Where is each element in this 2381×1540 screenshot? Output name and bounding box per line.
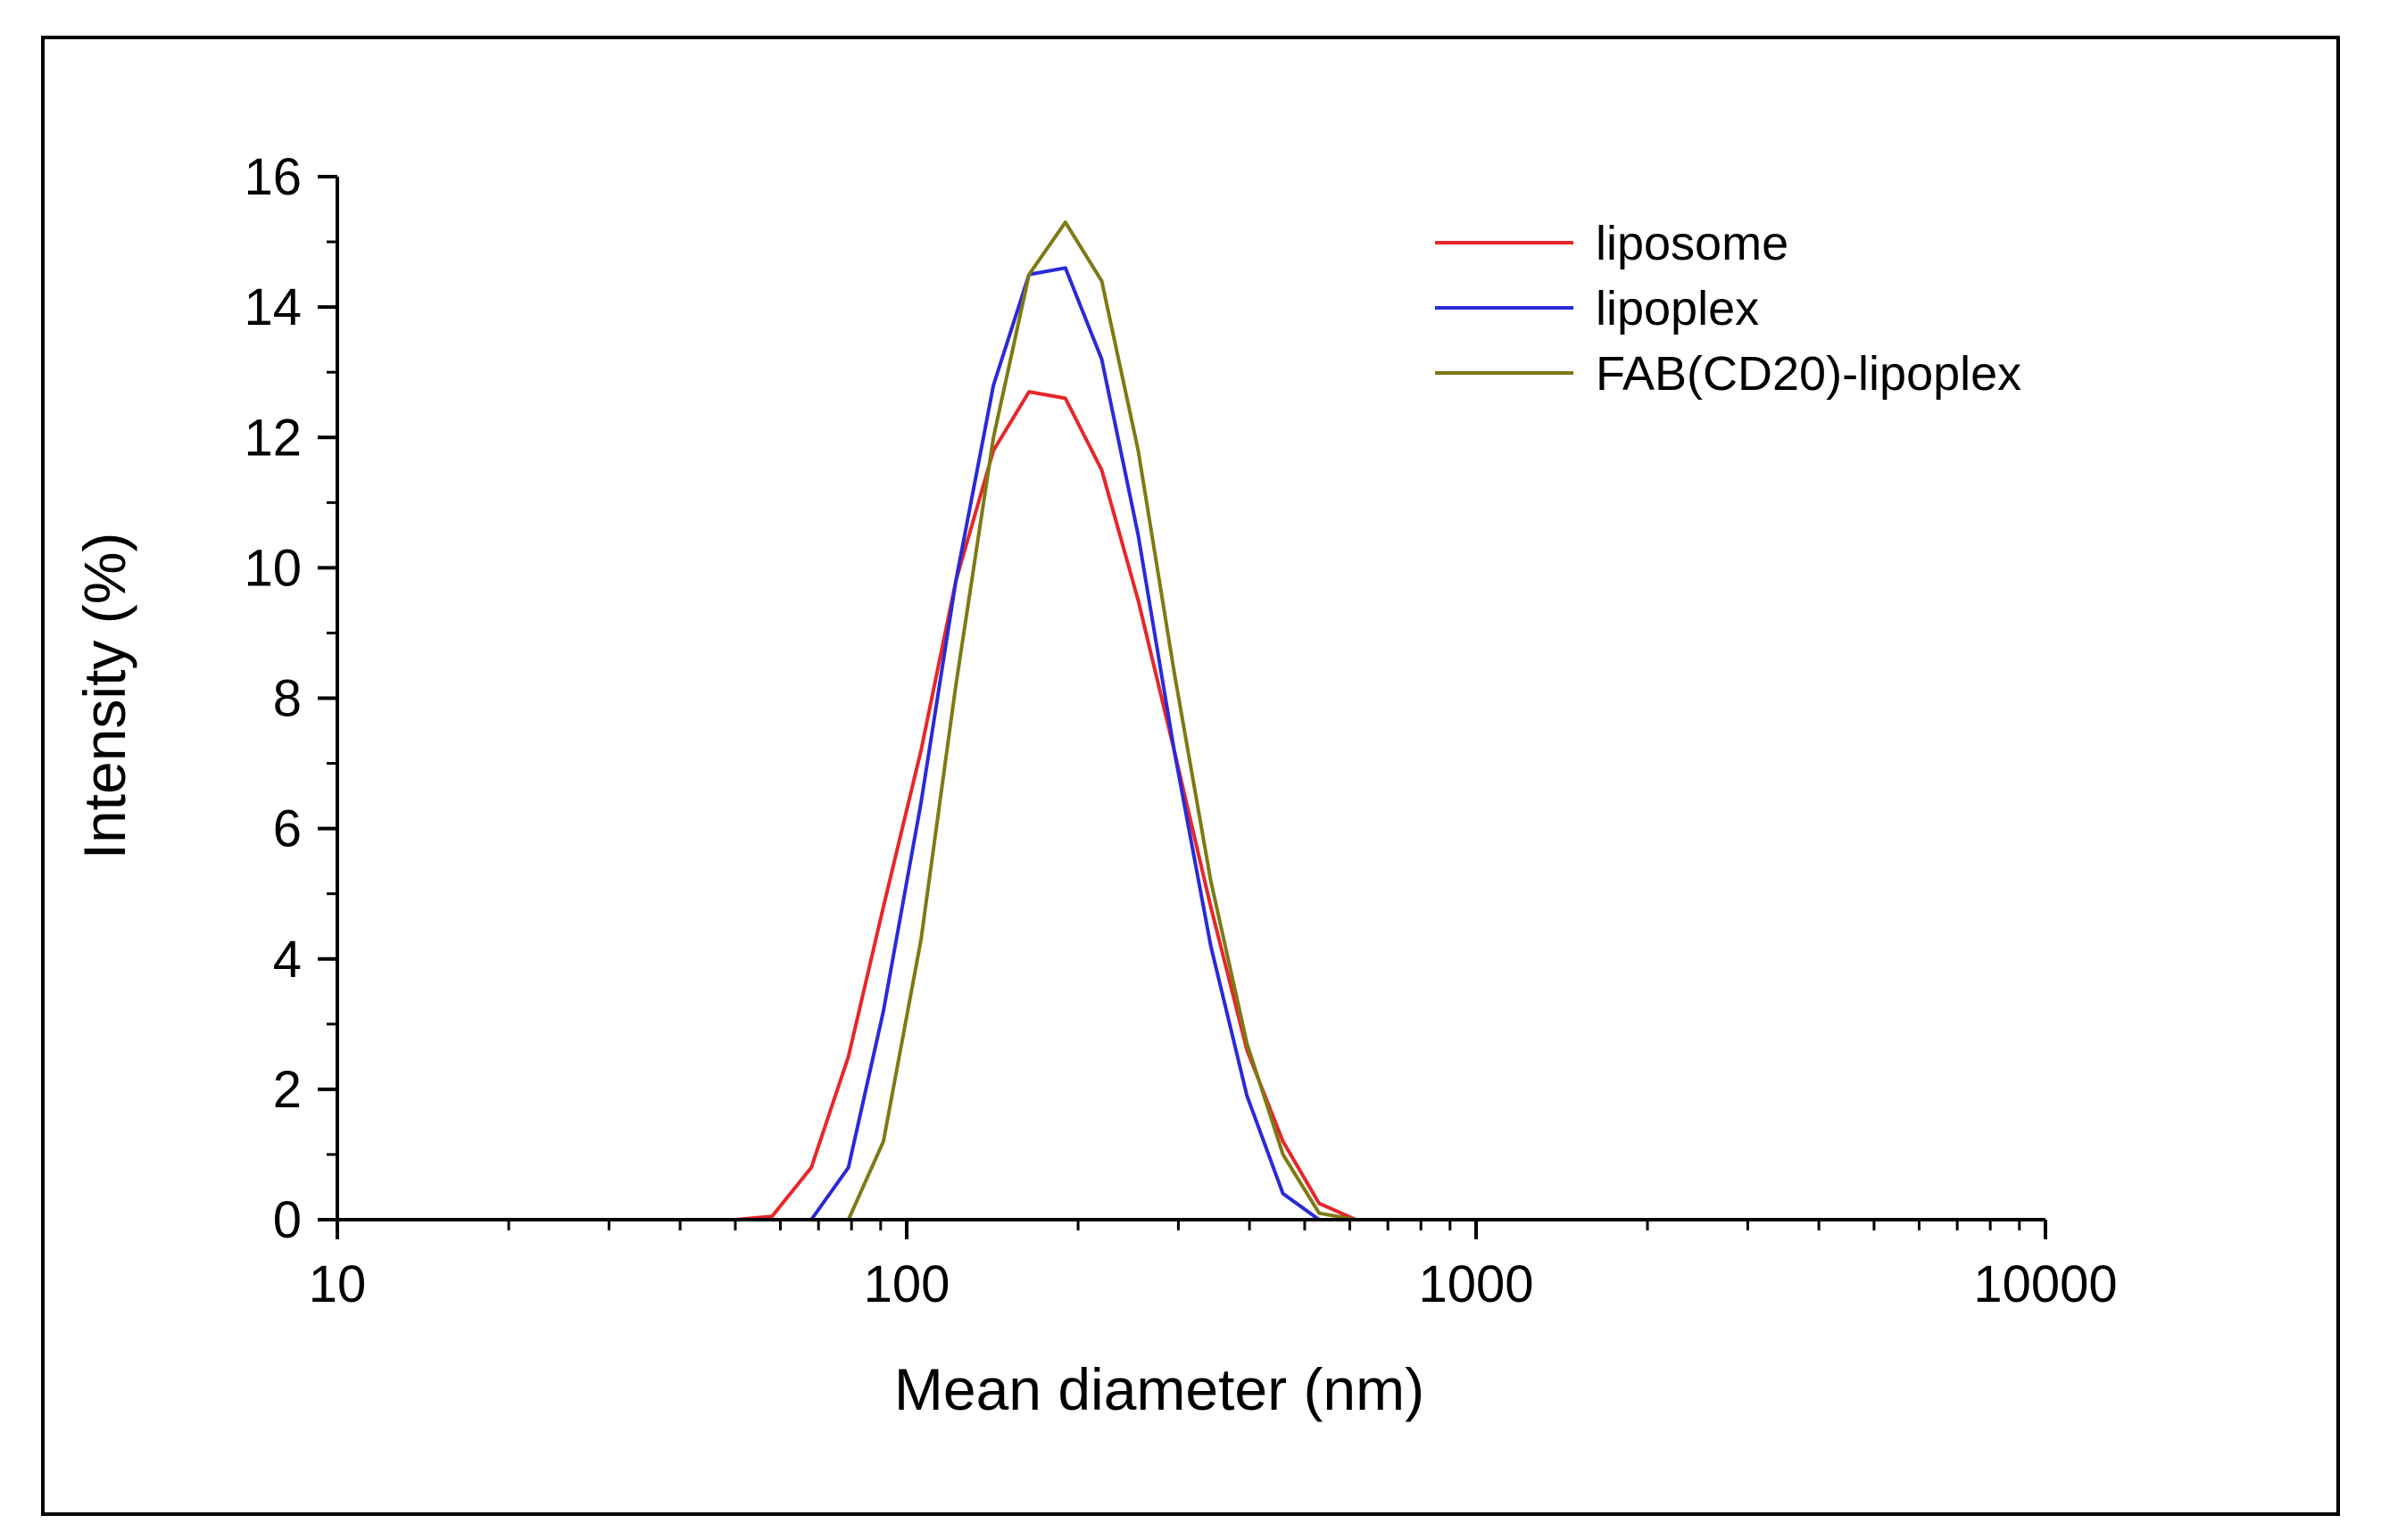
y-tick-label: 0: [273, 1191, 302, 1249]
x-axis-title: Mean diameter (nm): [894, 1356, 1424, 1422]
y-tick-label: 4: [273, 931, 302, 989]
y-axis-title: Intensity (%): [71, 533, 137, 860]
x-tick-label: 1000: [1418, 1255, 1533, 1313]
figure-border: [41, 36, 2340, 1516]
series-line-liposome: [337, 390, 2009, 1221]
series-line-lipoplex: [337, 266, 2009, 1221]
y-tick-label: 14: [244, 278, 302, 336]
x-axis-ticks: 10 100 1000 10000: [309, 1220, 2118, 1313]
y-tick-label: 6: [273, 800, 302, 858]
y-tick-label: 10: [244, 539, 302, 597]
y-tick-label: 2: [273, 1061, 302, 1119]
y-tick-label: 12: [244, 409, 302, 467]
x-tick-label: 10000: [1973, 1255, 2117, 1313]
x-tick-label: 100: [864, 1255, 950, 1313]
y-tick-label: 16: [244, 148, 302, 206]
legend-label: lipoplex: [1596, 282, 1759, 335]
legend-label: liposome: [1596, 217, 1788, 270]
y-axis-ticks: 0 2 4 6 8 10 12 14 16: [244, 148, 337, 1249]
x-tick-label: 10: [309, 1255, 367, 1313]
legend-label: FAB(CD20)-lipoplex: [1596, 347, 2021, 401]
legend: liposome lipoplex FAB(CD20)-lipoplex: [1435, 217, 2021, 401]
y-tick-label: 8: [273, 670, 302, 728]
series-line-fab-cd20-lipoplex: [337, 220, 2009, 1221]
plot-lines: [337, 220, 2009, 1221]
